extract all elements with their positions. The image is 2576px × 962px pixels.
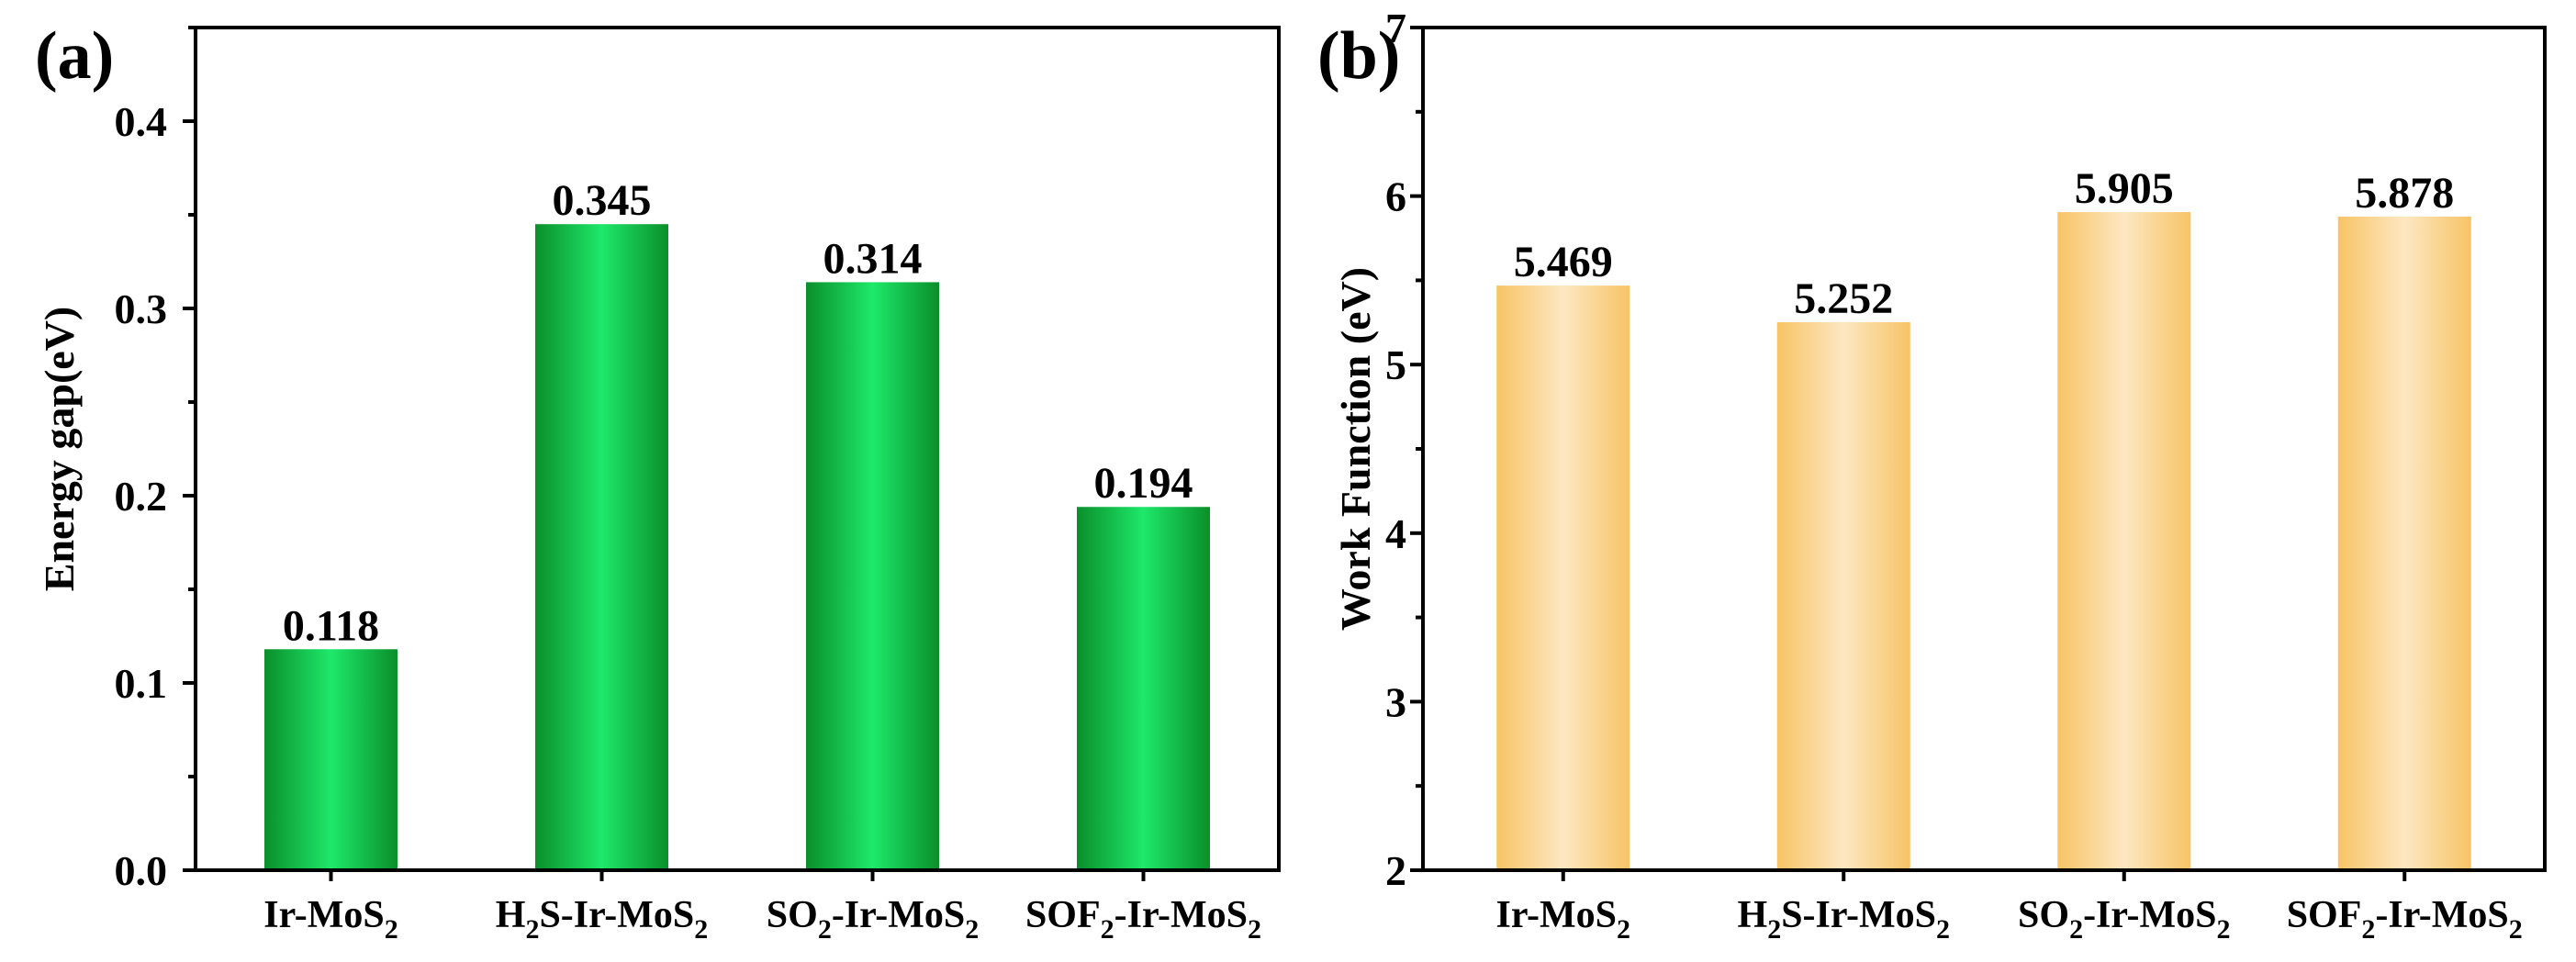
data-label: 0.118 [283,601,379,650]
plot-frame [194,26,1281,872]
x-tick-label: SOF2-Ir-MoS2 [2287,894,2523,945]
data-label: 0.345 [553,176,652,225]
y-tick-label: 7 [1385,5,1406,51]
data-label: 0.314 [823,234,923,283]
y-axis-title: Work Function (eV) [1332,267,1379,631]
bar-h2s-ir-mos2 [1776,321,1910,870]
data-label: 5.905 [2075,164,2174,213]
y-tick-label: 5 [1385,341,1406,388]
data-label: 5.252 [1794,274,1893,323]
x-tick-label: SOF2-Ir-MoS2 [1025,894,1261,945]
y-tick-label: 0.2 [115,473,168,520]
x-tick-label: H2S-Ir-MoS2 [496,894,708,945]
data-label: 0.194 [1094,459,1193,508]
x-tick-label: Ir-MoS2 [263,894,398,945]
bar-so2-ir-mos2 [2057,212,2191,871]
y-tick-label: 0.1 [115,660,168,707]
y-tick-label: 0.0 [115,847,168,894]
y-tick-label: 6 [1385,173,1406,220]
bar-sof2-ir-mos2 [2337,216,2471,870]
bar-sof2-ir-mos2 [1077,507,1210,870]
data-label: 5.878 [2355,169,2454,218]
panel-label: (a) [35,18,114,94]
y-tick-label: 2 [1385,847,1406,894]
x-tick-label: SO2-Ir-MoS2 [2018,894,2230,945]
y-axis-title: Energy gap(eV) [36,307,83,591]
chart-panel-a: (a) 0.118 Ir-MoS2 0.345 H2S-Ir-MoS2 0.314 SO2-… [35,18,1281,945]
x-tick-label: H2S-Ir-MoS2 [1738,894,1950,945]
x-tick-label: SO2-Ir-MoS2 [767,894,979,945]
bar-ir-mos2 [1496,285,1630,870]
panel-label: (b) [1317,18,1400,94]
y-tick-label: 3 [1385,678,1406,725]
data-label: 5.469 [1514,238,1613,286]
bar-h2s-ir-mos2 [535,224,668,870]
bar-ir-mos2 [264,649,398,870]
bar-so2-ir-mos2 [806,282,939,870]
x-tick-label: Ir-MoS2 [1496,894,1630,945]
y-tick-label: 4 [1385,510,1406,557]
y-tick-label: 0.3 [115,285,168,332]
chart-panel-b: (b) 5.469 Ir-MoS2 5.252 H2S-Ir-MoS2 5.905 SO2-… [1317,5,2547,945]
y-tick-label: 0.4 [115,98,168,145]
